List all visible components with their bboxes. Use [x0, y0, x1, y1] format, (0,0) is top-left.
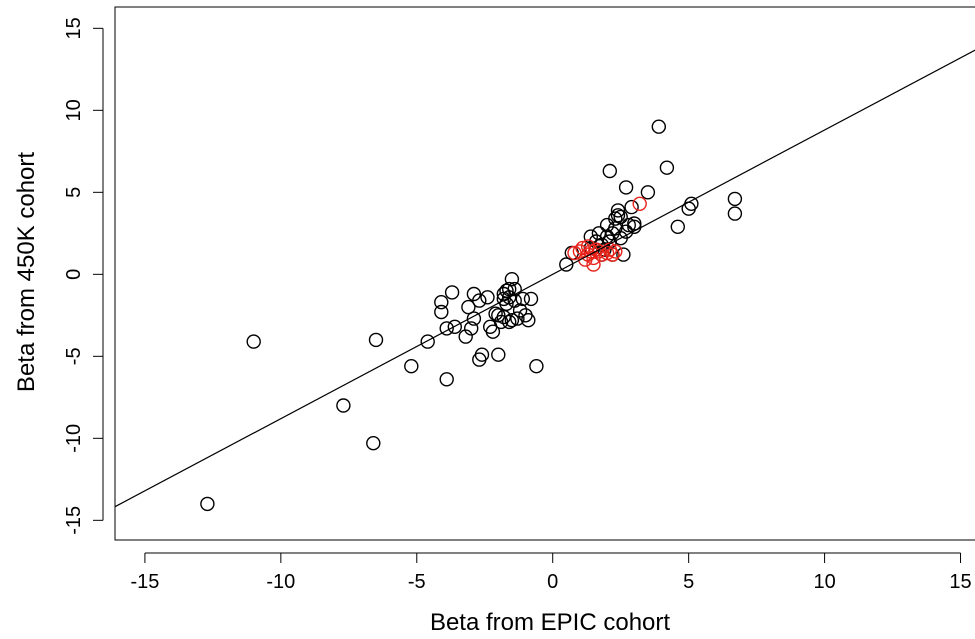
data-point — [684, 196, 699, 212]
data-point — [659, 160, 675, 175]
data-point — [472, 293, 487, 308]
y-tick-label: 10 — [63, 99, 85, 121]
fit-line — [114, 49, 975, 508]
data-point — [510, 311, 525, 326]
x-axis: -15 -10 -5 0 5 10 15 — [130, 552, 972, 593]
y-axis-title: Beta from 450K cohort — [13, 152, 40, 392]
data-point — [502, 281, 517, 297]
data-point — [464, 321, 479, 336]
data-point — [627, 216, 642, 231]
data-point — [670, 219, 685, 235]
data-point — [727, 191, 743, 207]
y-tick-label: 0 — [63, 269, 85, 280]
data-point — [512, 303, 528, 318]
data-point — [627, 219, 642, 235]
highlighted-data-point — [599, 245, 615, 261]
highlighted-data-point — [632, 196, 647, 212]
highlighted-data-point — [591, 244, 607, 259]
data-point — [727, 206, 743, 221]
data-point — [499, 283, 514, 298]
data-point — [504, 313, 520, 328]
data-point — [613, 209, 628, 225]
data-point — [502, 314, 517, 330]
data-point — [621, 217, 636, 233]
plot-frame — [114, 6, 975, 541]
highlighted-data-point — [586, 257, 601, 272]
highlighted-data-point — [605, 247, 620, 262]
y-axis: -15 -10 -5 0 5 10 15 — [63, 17, 104, 535]
x-tick-label: 0 — [547, 571, 558, 593]
y-tick-label: 15 — [63, 17, 85, 39]
data-point — [521, 313, 536, 328]
x-axis-title: Beta from EPIC cohort — [430, 609, 670, 636]
data-point — [504, 272, 520, 287]
x-tick-label: 15 — [949, 571, 971, 593]
data-point — [616, 247, 631, 262]
data-point — [434, 295, 449, 310]
y-tick-label: -10 — [63, 424, 85, 453]
data-point — [651, 119, 666, 134]
y-tick-label: -15 — [63, 506, 85, 535]
data-point — [420, 334, 435, 349]
data-point — [515, 291, 530, 307]
data-point — [444, 285, 460, 300]
data-point — [200, 496, 215, 512]
data-point — [434, 304, 449, 320]
data-point — [466, 311, 482, 326]
data-point — [461, 299, 476, 315]
data-point — [458, 329, 473, 344]
data-point — [640, 185, 656, 200]
data-point — [368, 332, 384, 348]
data-point — [336, 398, 351, 413]
data-point — [447, 319, 462, 334]
data-point — [610, 203, 626, 218]
highlighted-data-point — [608, 244, 623, 259]
data-point — [608, 211, 623, 226]
x-tick-label: -5 — [408, 571, 426, 593]
data-point — [485, 324, 501, 339]
data-point — [518, 308, 533, 323]
data-point — [559, 257, 574, 272]
highlighted-data-point — [572, 244, 588, 259]
x-tick-label: 10 — [813, 571, 835, 593]
data-point — [624, 199, 639, 215]
data-point — [583, 229, 598, 244]
data-point — [480, 290, 495, 305]
x-tick-label: -10 — [266, 571, 295, 593]
data-point — [491, 308, 506, 323]
points-layer — [200, 119, 743, 512]
x-tick-label: -15 — [130, 571, 159, 593]
data-point — [488, 306, 503, 321]
data-point — [366, 436, 381, 451]
data-point — [496, 309, 511, 325]
data-point — [474, 347, 490, 362]
data-point — [404, 359, 419, 374]
data-point — [439, 372, 454, 387]
data-point — [472, 352, 487, 367]
data-point — [439, 321, 454, 336]
data-point — [523, 291, 539, 307]
y-tick-label: 5 — [63, 187, 85, 198]
data-point — [602, 163, 617, 179]
data-point — [491, 347, 506, 362]
x-tick-label: 5 — [683, 571, 694, 593]
data-point — [610, 208, 626, 223]
data-point — [507, 281, 522, 297]
y-tick-label: -5 — [63, 347, 85, 365]
data-point — [529, 359, 544, 374]
data-point — [618, 180, 634, 195]
highlighted-data-point — [567, 245, 582, 261]
data-point — [246, 334, 261, 349]
